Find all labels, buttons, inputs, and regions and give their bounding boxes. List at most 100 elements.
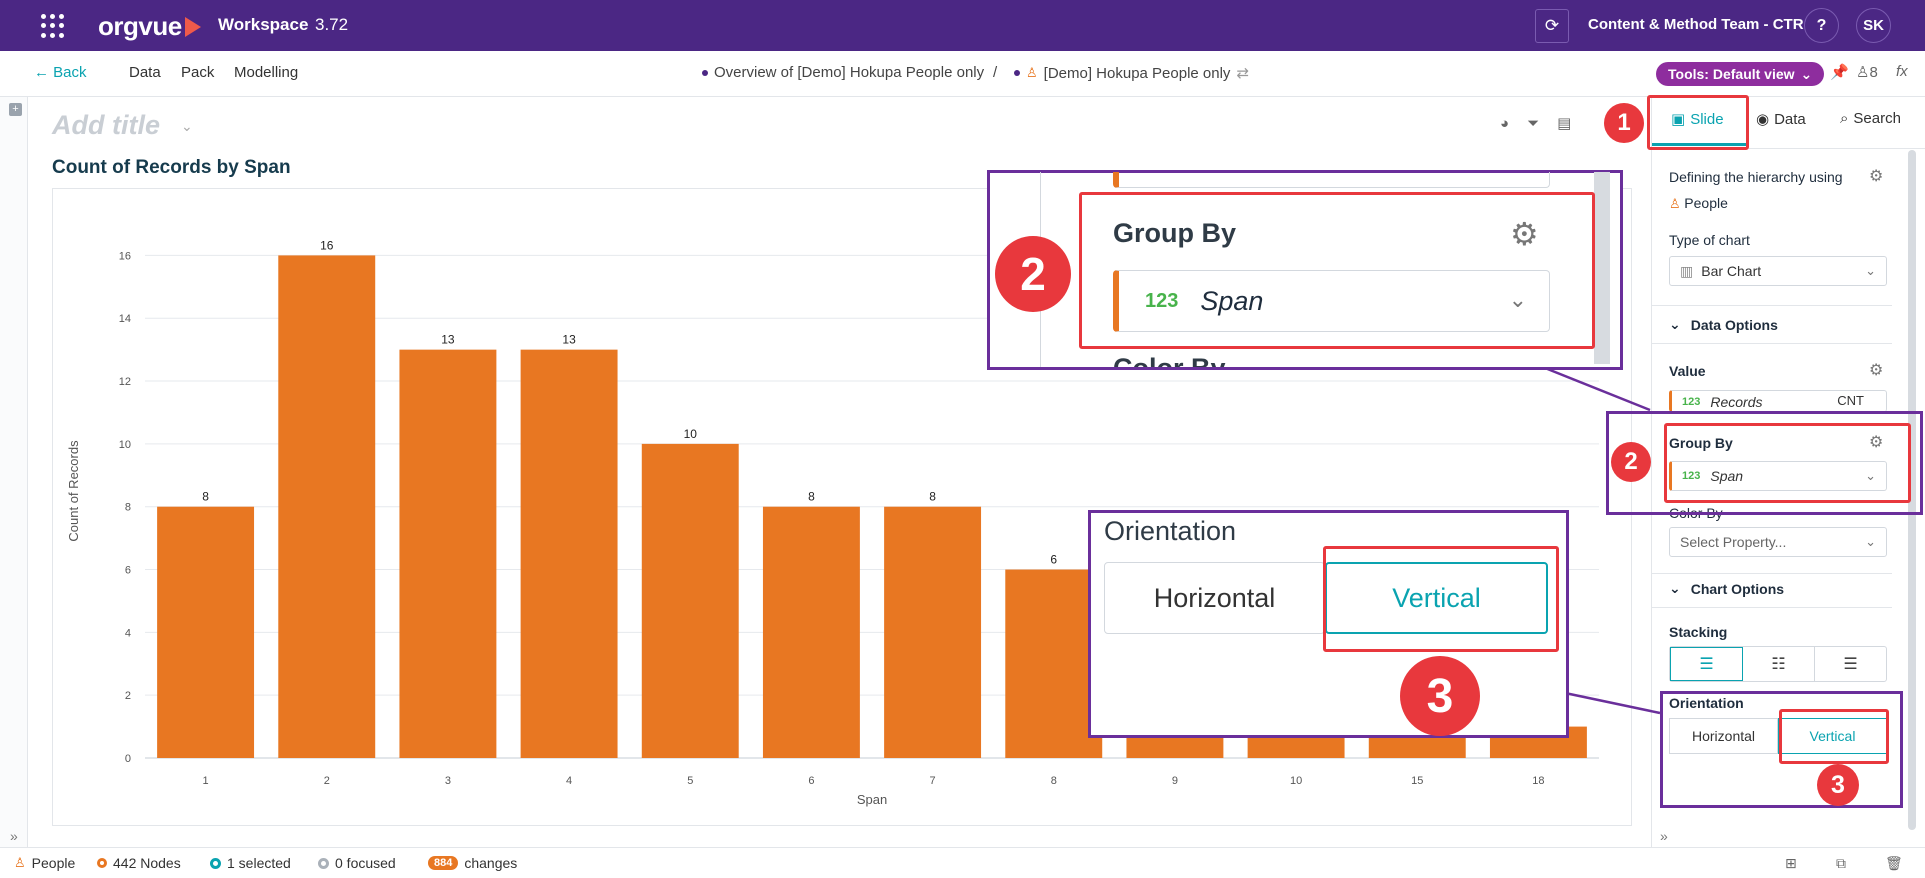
chevron-down-icon[interactable]: ⌄ bbox=[181, 118, 193, 134]
users-icon[interactable]: ♙8 bbox=[1856, 64, 1878, 81]
highlight-zoom-vertical bbox=[1323, 546, 1559, 652]
status-focused-label: 0 focused bbox=[335, 855, 396, 871]
status-selected[interactable]: 1 selected bbox=[210, 855, 291, 871]
bar[interactable] bbox=[641, 443, 739, 758]
stacking-percent-button[interactable]: ☰ bbox=[1815, 647, 1886, 681]
refresh-button[interactable]: ⟳ bbox=[1535, 9, 1569, 43]
right-panel-tabs bbox=[1651, 97, 1925, 149]
logo-mark-icon bbox=[184, 16, 201, 37]
nodes-icon bbox=[97, 858, 107, 868]
x-tick-label: 7 bbox=[930, 775, 936, 787]
right-panel-scrollbar[interactable] bbox=[1908, 150, 1916, 830]
y-tick-label: 4 bbox=[125, 627, 131, 639]
gear-icon[interactable]: ⚙ bbox=[1869, 362, 1884, 379]
tab-search[interactable]: ⌕ Search bbox=[1840, 110, 1901, 127]
hierarchy-value[interactable]: ♙ People bbox=[1669, 195, 1728, 212]
bar[interactable] bbox=[520, 349, 618, 758]
value-select[interactable]: 123 Records CNT bbox=[1669, 390, 1887, 412]
status-changes[interactable]: 884 changes bbox=[428, 855, 517, 871]
back-link[interactable]: ← Back bbox=[34, 64, 87, 81]
numeric-tag: 123 bbox=[1682, 395, 1701, 408]
trash-icon[interactable]: 🗑 bbox=[1885, 855, 1903, 871]
chevron-down-icon: ⌄ bbox=[1669, 580, 1681, 596]
data-label: 8 bbox=[808, 490, 815, 504]
app-grid-icon[interactable] bbox=[41, 14, 65, 38]
nav-item-modelling[interactable]: Modelling bbox=[234, 64, 299, 81]
callout-group-by bbox=[1606, 411, 1923, 515]
bar[interactable] bbox=[762, 506, 860, 758]
duplicate-icon[interactable]: ⧉ bbox=[1836, 855, 1846, 871]
data-label: 8 bbox=[202, 490, 209, 504]
user-count: 8 bbox=[1869, 64, 1878, 81]
nav-item-data[interactable]: Data bbox=[129, 64, 161, 81]
team-name[interactable]: Content & Method Team - CTR bbox=[1588, 16, 1804, 33]
data-label: 13 bbox=[562, 333, 576, 347]
status-nodes[interactable]: 442 Nodes bbox=[97, 855, 181, 871]
connector-line-2 bbox=[1544, 366, 1651, 412]
status-changes-label: changes bbox=[464, 855, 518, 871]
pin-icon[interactable]: 📌 bbox=[1830, 64, 1849, 81]
stacking-stacked-button[interactable]: ☷ bbox=[1743, 647, 1815, 681]
nav-item-pack[interactable]: Pack bbox=[181, 64, 215, 81]
color-by-select[interactable]: Select Property... ⌄ bbox=[1669, 527, 1887, 557]
y-tick-label: 12 bbox=[119, 376, 131, 388]
chart-options-section[interactable]: ⌄ Chart Options bbox=[1669, 580, 1784, 597]
bar[interactable] bbox=[399, 349, 497, 758]
value-aggregation: CNT bbox=[1837, 393, 1864, 408]
tab-slide[interactable]: ▣ Slide bbox=[1671, 110, 1724, 129]
chart-toolbar: ◕ ⏷ ▤ bbox=[1500, 108, 1571, 138]
tools-view-dropdown[interactable]: Tools: Default view ⌄ bbox=[1656, 62, 1825, 86]
step-1-badge: 1 bbox=[1604, 103, 1644, 143]
orgvue-logo[interactable]: orgvue bbox=[98, 11, 201, 42]
gear-icon[interactable]: ⚙ bbox=[1869, 168, 1884, 185]
tab-data[interactable]: ◉ Data bbox=[1756, 110, 1806, 129]
group-by-select[interactable]: 123 Span ⌄ bbox=[1669, 461, 1887, 491]
bar[interactable] bbox=[157, 506, 255, 758]
workspace-label: Workspace bbox=[218, 15, 309, 34]
expand-right-icon[interactable]: » bbox=[1660, 828, 1668, 844]
group-by-value: Span bbox=[1710, 468, 1744, 484]
tab-search-label: Search bbox=[1853, 110, 1901, 127]
connector-line-3 bbox=[1564, 691, 1661, 715]
expand-left-icon[interactable]: » bbox=[10, 828, 18, 844]
filter-icon[interactable]: ⏷ bbox=[1527, 114, 1540, 132]
orientation-horizontal-button[interactable]: Horizontal bbox=[1669, 718, 1778, 754]
comment-icon[interactable]: ▤ bbox=[1557, 115, 1572, 132]
help-button[interactable]: ? bbox=[1804, 8, 1839, 43]
bar[interactable] bbox=[278, 255, 376, 758]
status-focused[interactable]: 0 focused bbox=[318, 855, 396, 871]
bars-left-icon: ☰ bbox=[1699, 656, 1714, 673]
dot-icon bbox=[702, 69, 708, 76]
data-options-label: Data Options bbox=[1690, 316, 1778, 333]
palette-icon[interactable]: ◕ bbox=[1500, 114, 1510, 132]
bars-percent-icon: ☰ bbox=[1843, 656, 1858, 673]
tab-slide-label: Slide bbox=[1690, 110, 1724, 128]
bar[interactable] bbox=[1005, 569, 1103, 758]
avatar[interactable]: SK bbox=[1856, 8, 1891, 43]
x-tick-label: 2 bbox=[324, 775, 330, 787]
hierarchy-label: Defining the hierarchy using bbox=[1669, 169, 1843, 185]
zoom-group-by-value: Span bbox=[1200, 285, 1264, 316]
stacking-grouped-button[interactable]: ☰ bbox=[1670, 647, 1743, 681]
numeric-tag: 123 bbox=[1145, 289, 1179, 312]
breadcrumb-overview[interactable]: Overview of [Demo] Hokupa People only bbox=[702, 64, 984, 81]
chart-type-select[interactable]: ▥ Bar Chart ⌄ bbox=[1669, 256, 1887, 286]
chart-type-label: Type of chart bbox=[1669, 232, 1750, 248]
add-title-input[interactable]: Add title bbox=[52, 110, 160, 140]
gear-icon[interactable]: ⚙ bbox=[1869, 434, 1884, 451]
fx-icon[interactable]: fx bbox=[1896, 63, 1908, 80]
add-icon[interactable]: ⊞ bbox=[1785, 855, 1797, 871]
y-tick-label: 16 bbox=[119, 250, 131, 262]
data-options-section[interactable]: ⌄ Data Options bbox=[1669, 316, 1778, 333]
y-tick-label: 0 bbox=[125, 753, 131, 765]
status-dimension[interactable]: ♙ People bbox=[14, 855, 75, 871]
back-label: Back bbox=[53, 64, 87, 81]
divider bbox=[1652, 343, 1892, 344]
breadcrumb-dataset[interactable]: ♙ [Demo] Hokupa People only ⇄ bbox=[1014, 64, 1249, 82]
swap-icon[interactable]: ⇄ bbox=[1236, 65, 1250, 82]
add-slide-icon[interactable]: + bbox=[9, 103, 22, 116]
bar[interactable] bbox=[884, 506, 982, 758]
zoom-color-by-label: Color By bbox=[1113, 355, 1313, 367]
y-tick-label: 14 bbox=[119, 313, 131, 325]
stacking-options: ☰ ☷ ☰ bbox=[1669, 646, 1887, 682]
